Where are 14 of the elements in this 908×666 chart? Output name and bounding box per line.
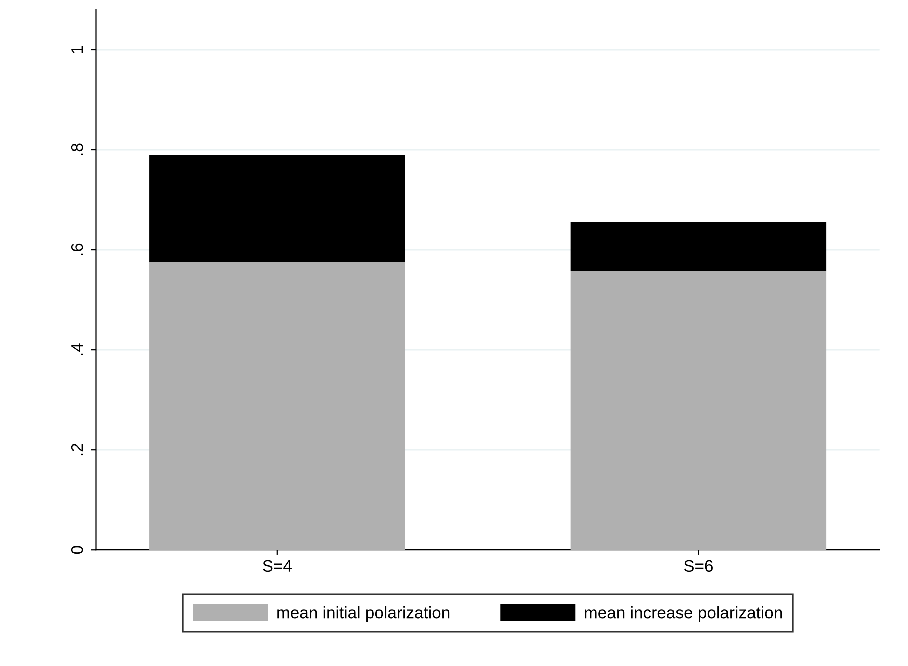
y-tick-label: .2 (71, 444, 84, 456)
x-tick-label: S=6 (684, 560, 714, 572)
y-tick-label: 1 (72, 46, 84, 54)
legend-label: mean increase polarization (585, 606, 782, 622)
bar (570, 271, 827, 550)
bar (570, 222, 827, 272)
y-tick-label: .8 (71, 144, 84, 156)
y-tick-label: 0 (71, 546, 84, 554)
bar (150, 262, 406, 550)
legend-label: mean initial polarization (278, 606, 450, 622)
x-tick-label: S=4 (263, 560, 292, 572)
bar (150, 155, 406, 263)
y-tick-label: .4 (72, 344, 84, 356)
y-tick-label: .6 (71, 244, 84, 256)
